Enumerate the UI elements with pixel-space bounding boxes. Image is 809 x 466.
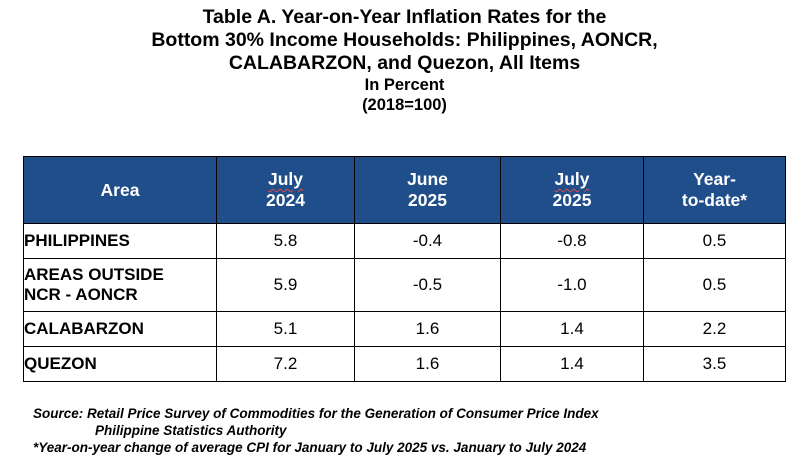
value-july-2024: 5.8 [216,223,355,259]
header-july-2024-year: 2024 [266,190,305,210]
header-july-2024-month: July [267,169,304,189]
value-july-2025: 1.4 [500,311,644,347]
header-july-2025-year: 2025 [552,190,592,210]
area-cell: PHILIPPINES [23,223,217,259]
value-june-2025: 1.6 [354,311,501,347]
area-cell: CALABARZON [23,311,217,347]
area-cell: AREAS OUTSIDE NCR - AONCR [23,258,217,312]
header-area: Area [23,156,217,224]
table-row-philippines: PHILIPPINES 5.8 -0.4 -0.8 0.5 [23,223,786,259]
table-row-calabarzon: CALABARZON 5.1 1.6 1.4 2.2 [23,311,786,347]
header-june-2025: June 2025 [354,156,501,224]
value-year-to-date: 2.2 [643,311,786,347]
base-year-label: (2018=100) [362,96,447,114]
value-year-to-date: 3.5 [643,346,786,382]
header-ytd-line-1: Year- [693,169,736,189]
value-year-to-date: 0.5 [643,258,786,312]
table-header-row: Area July 2024 June 2025 July 2025 Year-… [23,156,786,224]
table-row-aoncr: AREAS OUTSIDE NCR - AONCR 5.9 -0.5 -1.0 … [23,258,786,312]
title-line-1: Table A. Year-on-Year Inflation Rates fo… [202,6,607,28]
title-line-3: CALABARZON, and Quezon, All Items [228,52,581,74]
value-june-2025: -0.4 [354,223,501,259]
agency-note: Philippine Statistics Authority [95,423,287,438]
header-year-to-date: Year- to-date* [643,156,786,224]
source-note: Source: Retail Price Survey of Commoditi… [33,406,599,421]
table-title: Table A. Year-on-Year Inflation Rates fo… [0,6,809,115]
footnotes: Source: Retail Price Survey of Commoditi… [33,405,793,456]
inflation-table: Area July 2024 June 2025 July 2025 Year-… [23,156,786,382]
value-july-2025: 1.4 [500,346,644,382]
value-year-to-date: 0.5 [643,223,786,259]
value-june-2025: -0.5 [354,258,501,312]
header-july-2024: July 2024 [216,156,355,224]
value-july-2025: -1.0 [500,258,644,312]
header-june-2025-year: 2025 [408,190,447,210]
value-july-2024: 5.1 [216,311,355,347]
value-july-2024: 7.2 [216,346,355,382]
value-july-2024: 5.9 [216,258,355,312]
value-july-2025: -0.8 [500,223,644,259]
table-row-quezon: QUEZON 7.2 1.6 1.4 3.5 [23,346,786,382]
area-cell: QUEZON [23,346,217,382]
header-july-2025: July 2025 [500,156,644,224]
unit-label: In Percent [364,76,445,94]
header-june-2025-month: June [407,169,448,189]
value-june-2025: 1.6 [354,346,501,382]
title-line-2: Bottom 30% Income Households: Philippine… [151,29,658,51]
header-ytd-line-2: to-date* [681,190,748,210]
header-july-2025-month: July [554,169,590,189]
ytd-definition-note: *Year-on-year change of average CPI for … [33,440,587,455]
